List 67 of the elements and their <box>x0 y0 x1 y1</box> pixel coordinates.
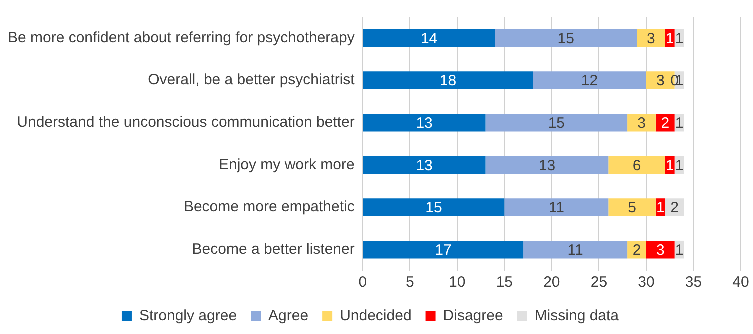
data-label: 3 <box>638 114 646 132</box>
bar <box>363 72 534 90</box>
y-tick-label: Enjoy my work more <box>218 156 355 174</box>
y-tick-label: Understand the unconscious communication better <box>17 114 355 131</box>
data-label: 13 <box>416 114 433 132</box>
data-label: 14 <box>420 30 438 48</box>
bar <box>363 198 505 216</box>
data-label: 1 <box>675 30 684 48</box>
data-label: 3 <box>647 30 656 48</box>
x-tick-label: 5 <box>406 274 414 292</box>
bar <box>363 156 486 174</box>
bar <box>363 29 496 48</box>
data-label: 1 <box>656 200 665 217</box>
legend-label: Undecided <box>340 308 412 325</box>
bar <box>495 29 638 48</box>
data-label: 1 <box>675 242 684 259</box>
data-label: 15 <box>426 200 442 217</box>
data-label: 2 <box>632 242 642 259</box>
bar <box>608 156 666 174</box>
data-label: 13 <box>538 157 556 174</box>
x-tick-label: 20 <box>544 274 560 292</box>
legend-label: Strongly agree <box>139 308 238 325</box>
x-tick-label: 25 <box>590 274 608 292</box>
x-tick-label: 10 <box>449 274 466 292</box>
legend-label: Disagree <box>443 308 504 325</box>
data-label: 13 <box>416 157 433 174</box>
legend-label: Missing data <box>534 308 620 325</box>
bar <box>363 240 524 259</box>
data-label: 15 <box>548 114 565 132</box>
bar <box>363 114 486 132</box>
bar <box>533 72 646 90</box>
y-tick-label: Be more confident about referring for psychotherapy <box>8 29 356 46</box>
x-tick-label: 35 <box>685 274 702 292</box>
bar <box>504 198 609 216</box>
data-label: 2 <box>661 114 670 132</box>
data-label: 3 <box>656 72 665 90</box>
bar <box>637 29 666 48</box>
bar <box>486 114 628 132</box>
data-label: 11 <box>568 242 584 259</box>
data-label: 1 <box>675 72 684 90</box>
bar <box>665 198 684 216</box>
data-label: 6 <box>632 157 642 174</box>
data-label: 2 <box>670 200 679 217</box>
data-label: 5 <box>628 200 636 217</box>
bar <box>524 240 628 259</box>
x-tick-label: 40 <box>732 274 750 292</box>
data-label: 1 <box>666 157 674 174</box>
data-label: 12 <box>581 72 598 90</box>
data-label: 15 <box>558 30 574 48</box>
data-label: 1 <box>666 30 674 48</box>
data-label: 1 <box>675 157 684 174</box>
bar <box>486 156 609 174</box>
data-label: 11 <box>548 200 564 217</box>
data-label: 17 <box>435 242 452 259</box>
data-label: 18 <box>440 72 457 90</box>
x-tick-label: 0 <box>358 274 368 292</box>
y-tick-label: Become a better listener <box>192 240 355 258</box>
data-label: 3 <box>656 242 665 259</box>
bar <box>608 198 656 216</box>
bar <box>628 114 656 132</box>
x-tick-label: 15 <box>496 274 514 292</box>
x-tick-label: 30 <box>638 274 655 292</box>
bar <box>646 240 675 259</box>
legend-label: Agree <box>268 308 309 325</box>
data-label: 1 <box>675 114 684 132</box>
y-tick-label: Overall, be a better psychiatrist <box>148 72 356 89</box>
y-tick-label: Become more empathetic <box>184 198 356 216</box>
